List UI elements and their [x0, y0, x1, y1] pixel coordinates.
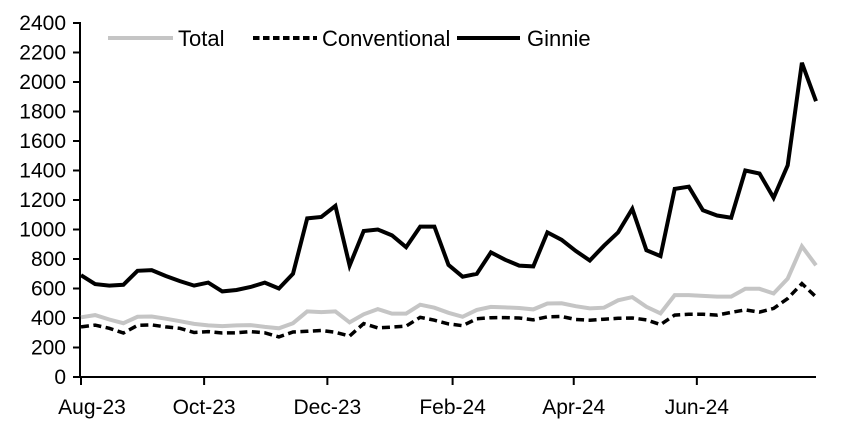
x-axis: Aug-23 Oct-23 Dec-23 Feb-24 Apr-24 Jun-24 [58, 376, 816, 419]
y-axis-tick-label: 2200 [19, 42, 66, 65]
y-axis-tick-label: 2000 [19, 71, 66, 94]
legend-label-conventional: Conventional [322, 26, 450, 51]
x-axis-tick-label: Dec-23 [294, 396, 362, 419]
x-axis-tick-label: Oct-23 [173, 396, 236, 419]
y-axis-tick-label: 1200 [19, 189, 66, 212]
legend: Total Conventional Ginnie [108, 26, 591, 51]
y-axis-tick-label: 1400 [19, 160, 66, 183]
x-axis-tick-label: Aug-23 [58, 396, 126, 419]
y-axis-tick-label: 1800 [19, 101, 66, 124]
y-axis-tick-label: 0 [54, 366, 66, 389]
line-total [80, 242, 818, 331]
legend-label-ginnie: Ginnie [527, 26, 591, 51]
y-axis-tick-label: 2400 [19, 12, 66, 35]
x-axis-tick-label: Feb-24 [419, 396, 486, 419]
line-conventional [80, 281, 818, 339]
x-axis-tick-label: Jun-24 [665, 396, 730, 419]
plot-lines [79, 62, 818, 339]
y-axis-tick-label: 1000 [19, 219, 66, 242]
y-axis-tick-label: 800 [31, 248, 66, 271]
line-ginnie [79, 62, 818, 294]
legend-label-total: Total [178, 26, 224, 51]
y-axis-tick-label: 600 [31, 278, 66, 301]
y-axis-tick-label: 200 [31, 337, 66, 360]
x-axis-tick-label: Apr-24 [542, 396, 605, 419]
y-axis-tick-label: 1600 [19, 130, 66, 153]
y-axis: 0 200 400 600 800 1000 1200 1400 1600 1800 2000 220… [19, 12, 81, 389]
y-axis-tick-label: 400 [31, 307, 66, 330]
